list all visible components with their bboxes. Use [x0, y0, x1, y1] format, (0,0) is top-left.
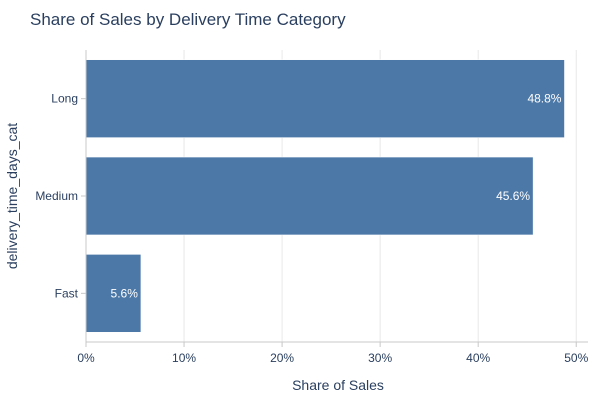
y-tick-label: Fast [55, 286, 79, 300]
x-tick-label: 20% [270, 351, 294, 365]
tick-labels: 0% 10% 20% 30% 40% 50% Long Medium Fast [35, 92, 588, 365]
x-tick-label: 40% [466, 351, 490, 365]
bar-medium [85, 156, 534, 236]
bar-fast [85, 254, 142, 333]
y-tick-label: Medium [35, 189, 78, 203]
bar-long [85, 59, 565, 138]
bar-value-label: 45.6% [496, 189, 530, 203]
y-tick-label: Long [51, 92, 78, 106]
bar-value-label: 5.6% [111, 286, 139, 300]
x-tick-label: 30% [368, 351, 392, 365]
x-axis-title: Share of Sales [292, 377, 384, 393]
x-tick-label: 50% [564, 351, 588, 365]
bars: 48.8% 45.6% 5.6% [85, 59, 565, 333]
chart-title: Share of Sales by Delivery Time Category [30, 10, 346, 29]
bar-value-label: 48.8% [527, 92, 561, 106]
x-tick-label: 10% [172, 351, 196, 365]
x-tick-label: 0% [77, 351, 95, 365]
y-axis-title: delivery_time_days_cat [4, 123, 20, 269]
